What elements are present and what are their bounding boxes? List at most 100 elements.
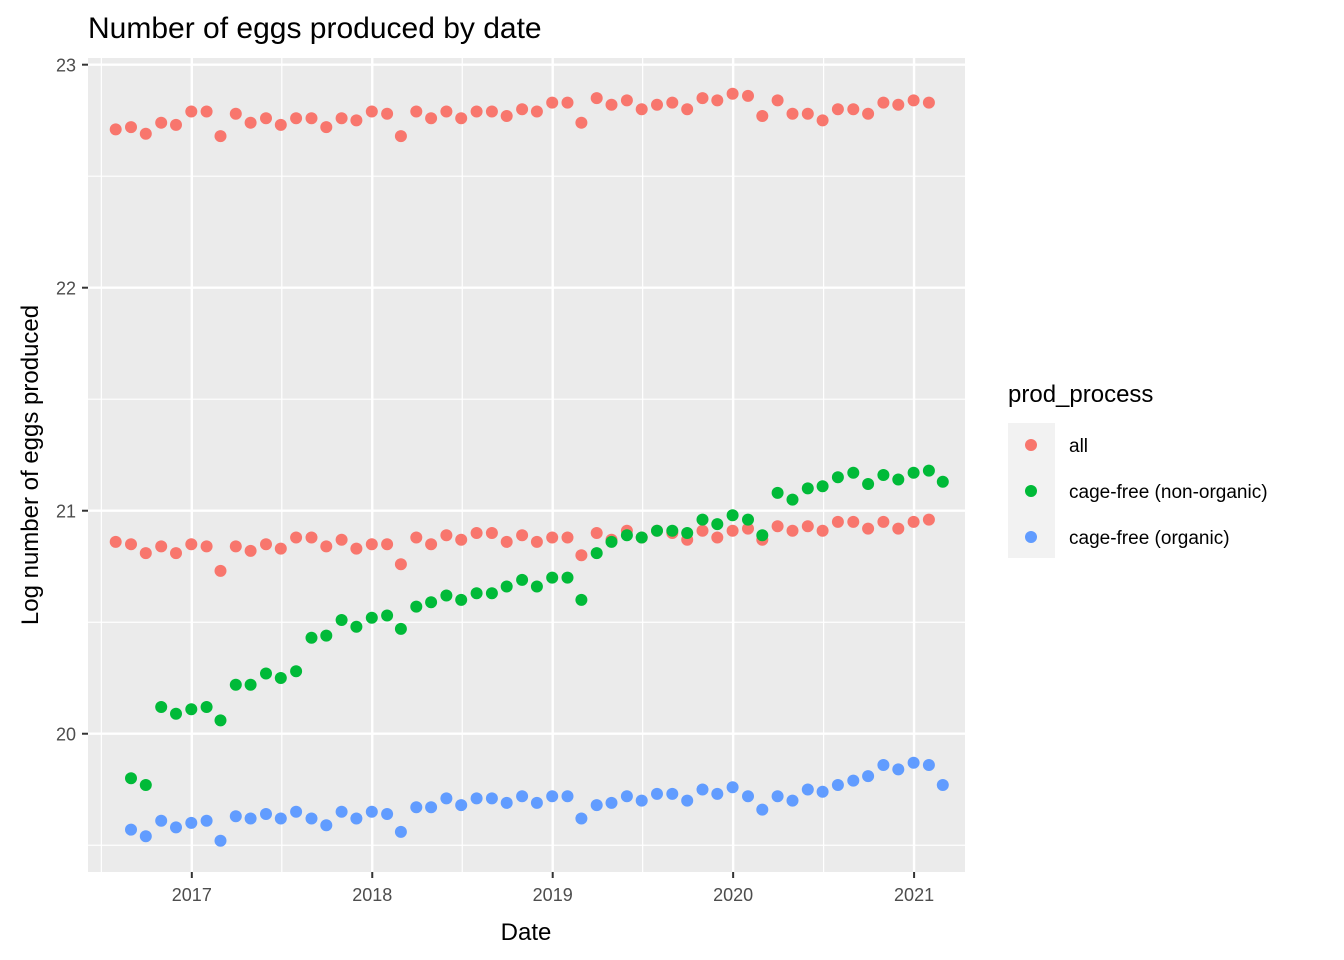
data-point xyxy=(455,593,468,606)
data-point xyxy=(500,110,513,122)
data-point xyxy=(260,667,272,680)
x-tick-label: 2021 xyxy=(894,885,934,905)
data-point xyxy=(170,707,182,720)
data-point xyxy=(425,801,438,814)
data-point xyxy=(651,98,663,111)
data-point xyxy=(320,629,333,642)
data-point xyxy=(561,531,574,544)
data-point xyxy=(756,110,769,122)
data-point xyxy=(410,105,423,118)
data-point xyxy=(877,759,890,771)
data-point xyxy=(681,794,694,807)
data-point xyxy=(831,515,844,528)
data-point xyxy=(155,116,168,129)
data-point xyxy=(862,770,875,783)
data-point xyxy=(365,611,378,624)
data-point xyxy=(335,533,348,546)
data-points xyxy=(109,87,949,847)
data-point xyxy=(425,112,438,125)
data-point xyxy=(635,794,648,807)
data-point xyxy=(440,792,453,805)
data-point xyxy=(229,107,242,120)
data-point xyxy=(260,808,272,820)
data-point xyxy=(907,515,920,528)
data-point xyxy=(320,819,333,832)
data-point xyxy=(711,518,724,531)
data-point xyxy=(335,805,348,818)
data-point xyxy=(922,513,935,526)
data-point xyxy=(139,830,152,843)
data-point xyxy=(394,130,407,143)
data-point xyxy=(771,486,784,499)
data-point xyxy=(410,531,423,544)
data-point xyxy=(892,522,905,535)
data-point xyxy=(470,587,483,600)
data-point xyxy=(907,94,920,107)
data-point xyxy=(260,112,272,125)
data-point xyxy=(170,547,182,560)
data-point xyxy=(170,118,182,131)
data-point xyxy=(290,531,303,544)
data-point xyxy=(892,473,905,486)
data-point xyxy=(907,466,920,479)
data-point xyxy=(214,834,227,847)
data-point xyxy=(155,540,168,553)
data-point xyxy=(139,127,152,140)
data-point xyxy=(651,524,663,537)
data-point xyxy=(381,609,394,622)
legend-key xyxy=(1025,439,1037,451)
data-point xyxy=(485,792,498,805)
data-point xyxy=(575,116,588,129)
data-point xyxy=(892,98,905,111)
data-point xyxy=(530,535,543,548)
data-point xyxy=(500,535,513,548)
data-point xyxy=(485,105,498,118)
data-point xyxy=(320,540,333,553)
data-point xyxy=(816,114,829,127)
data-point xyxy=(786,107,799,120)
data-point xyxy=(711,787,724,800)
data-point xyxy=(410,801,423,814)
data-point xyxy=(530,105,543,118)
data-point xyxy=(470,105,483,118)
data-point xyxy=(590,92,603,105)
data-point xyxy=(831,103,844,116)
data-point xyxy=(139,547,152,560)
data-point xyxy=(125,772,137,785)
data-point xyxy=(335,112,348,125)
data-point xyxy=(726,524,739,537)
data-point xyxy=(200,105,213,118)
data-point xyxy=(425,596,438,609)
data-point xyxy=(877,469,890,481)
data-point xyxy=(575,549,588,562)
series-all xyxy=(109,87,935,577)
data-point xyxy=(229,540,242,553)
x-tick-label: 2020 xyxy=(713,885,753,905)
data-point xyxy=(381,538,394,551)
data-point xyxy=(816,480,829,493)
data-point xyxy=(742,89,754,102)
data-point xyxy=(771,94,784,107)
data-point xyxy=(394,825,407,838)
data-point xyxy=(756,529,769,542)
data-point xyxy=(139,779,152,791)
data-point xyxy=(530,796,543,809)
data-point xyxy=(605,796,618,809)
data-point xyxy=(244,544,257,557)
data-point xyxy=(666,787,679,800)
data-point xyxy=(847,515,860,528)
data-point xyxy=(155,701,168,713)
data-point xyxy=(922,759,935,771)
data-point xyxy=(394,558,407,571)
data-point xyxy=(742,513,754,526)
data-point xyxy=(274,542,287,555)
data-point xyxy=(350,812,363,825)
data-point xyxy=(936,779,949,791)
data-point xyxy=(620,94,633,107)
data-point xyxy=(801,107,814,120)
data-point xyxy=(575,812,588,825)
data-point xyxy=(125,823,137,836)
data-point xyxy=(801,482,814,495)
data-point xyxy=(470,792,483,805)
legend-label: all xyxy=(1069,436,1088,457)
